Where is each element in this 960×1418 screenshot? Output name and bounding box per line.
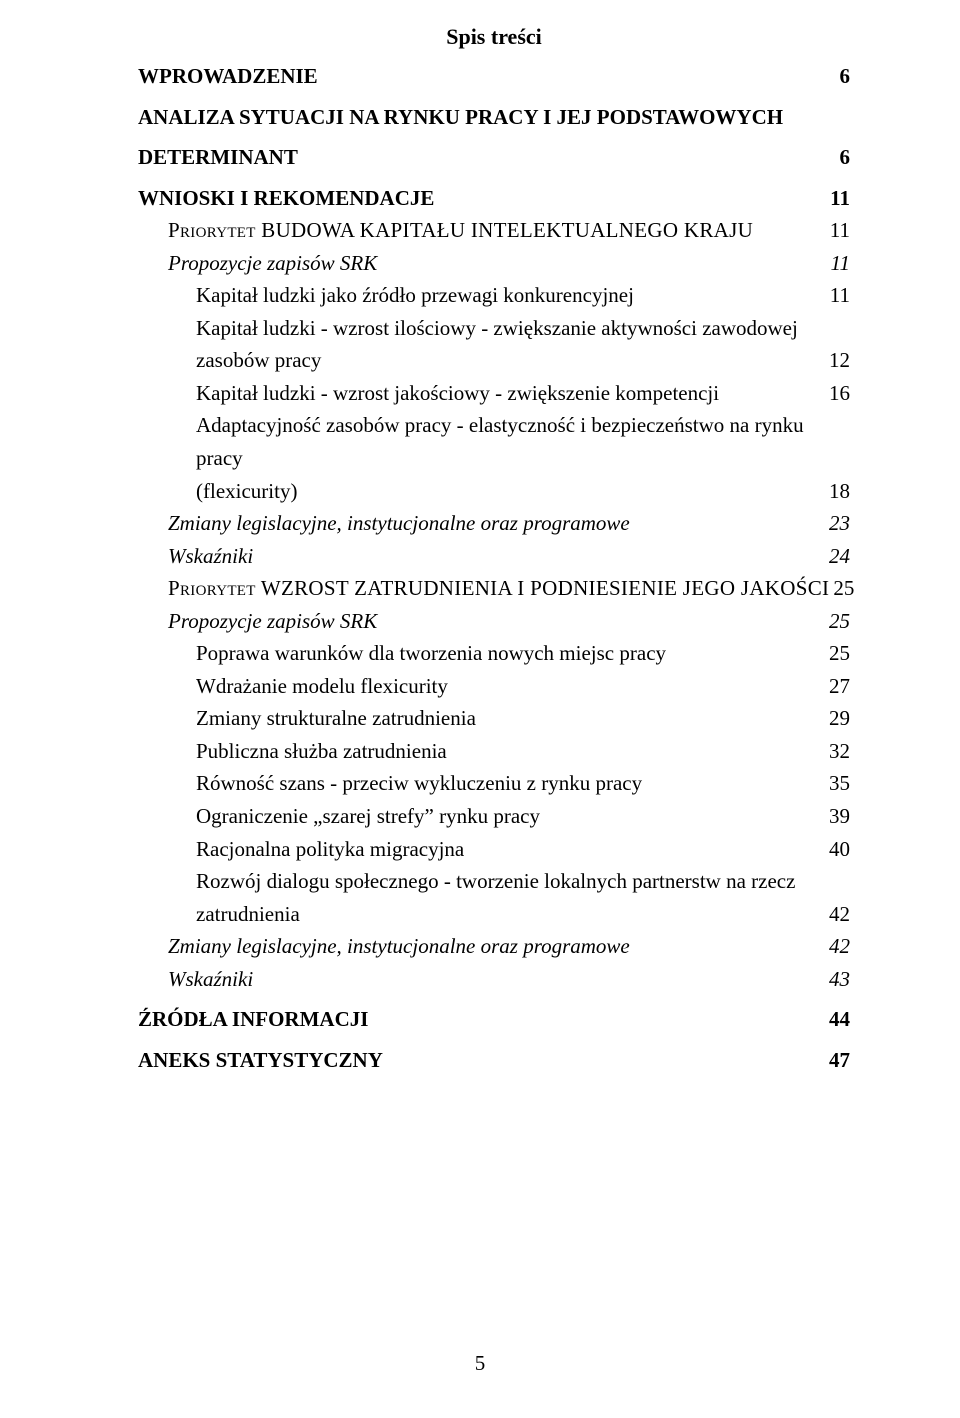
page: Spis treści WPROWADZENIE 6 ANALIZA SYTUACJ… <box>0 0 960 1418</box>
toc-entry-page: 44 <box>829 1003 850 1036</box>
toc-entry: Zmiany legislacyjne, instytucjonalne ora… <box>168 507 850 540</box>
toc-entry-page: 39 <box>829 800 850 833</box>
toc-entry: Zmiany strukturalne zatrudnienia 29 <box>196 702 850 735</box>
toc-entry-page: 11 <box>830 182 850 215</box>
toc-entry: Wdrażanie modelu flexicurity 27 <box>196 670 850 703</box>
toc-title: Spis treści <box>138 24 850 50</box>
toc-entry-text: Zmiany legislacyjne, instytucjonalne ora… <box>168 930 630 963</box>
toc-entry: ŹRÓDŁA INFORMACJI 44 <box>138 1003 850 1036</box>
toc-entry-page: 27 <box>829 670 850 703</box>
toc-entry: WNIOSKI I REKOMENDACJE 11 <box>138 182 850 215</box>
toc-entry-page: 35 <box>829 767 850 800</box>
toc-entry-text: Zmiany strukturalne zatrudnienia <box>196 702 476 735</box>
toc-entry: Propozycje zapisów SRK 11 <box>168 247 850 280</box>
toc-entry-page: 25 <box>833 572 854 605</box>
toc-entry: Kapitał ludzki jako źródło przewagi konk… <box>196 279 850 312</box>
toc-entry-text: Priorytet BUDOWA KAPITAŁU INTELEKTUALNEG… <box>168 214 753 247</box>
toc-entry-text: Kapitał ludzki - wzrost jakościowy - zwi… <box>196 377 719 410</box>
toc-entry-text: WNIOSKI I REKOMENDACJE <box>138 182 434 215</box>
toc-entry-page: 23 <box>829 507 850 540</box>
toc-entry-text: Publiczna służba zatrudnienia <box>196 735 447 768</box>
toc-entry-text: Propozycje zapisów SRK <box>168 605 377 638</box>
toc-entry-text: zasobów pracy <box>196 344 321 377</box>
toc-entry: Priorytet BUDOWA KAPITAŁU INTELEKTUALNEG… <box>168 214 850 247</box>
toc-entry-text: Kapitał ludzki jako źródło przewagi konk… <box>196 279 634 312</box>
toc-entry-text: Wdrażanie modelu flexicurity <box>196 670 448 703</box>
toc-entry-page: 24 <box>829 540 850 573</box>
toc-entry: Ograniczenie „szarej strefy” rynku pracy… <box>196 800 850 833</box>
toc-entry-page: 25 <box>829 605 850 638</box>
toc-entry-page: 16 <box>829 377 850 410</box>
toc-entry: Racjonalna polityka migracyjna 40 <box>196 833 850 866</box>
toc-entry-text: Poprawa warunków dla tworzenia nowych mi… <box>196 637 666 670</box>
toc-entry: Zmiany legislacyjne, instytucjonalne ora… <box>168 930 850 963</box>
toc-entry: Propozycje zapisów SRK 25 <box>168 605 850 638</box>
toc-container: WPROWADZENIE 6 ANALIZA SYTUACJI NA RYNKU P… <box>138 60 850 1076</box>
toc-entry: Równość szans - przeciw wykluczeniu z ry… <box>196 767 850 800</box>
toc-entry: zasobów pracy 12 <box>196 344 850 377</box>
toc-entry-text: Priorytet WZROST ZATRUDNIENIA I PODNIESI… <box>168 572 829 605</box>
toc-entry-text: Równość szans - przeciw wykluczeniu z ry… <box>196 767 642 800</box>
toc-entry-text: (flexicurity) <box>196 475 297 508</box>
toc-entry-page: 47 <box>829 1044 850 1077</box>
toc-entry: (flexicurity) 18 <box>196 475 850 508</box>
toc-entry-line1: Adaptacyjność zasobów pracy - elastyczno… <box>196 409 850 474</box>
toc-entry-page: 6 <box>840 60 851 93</box>
toc-entry-line1: Kapitał ludzki - wzrost ilościowy - zwię… <box>196 312 850 345</box>
toc-entry-page: 32 <box>829 735 850 768</box>
toc-entry-page: 42 <box>829 930 850 963</box>
toc-entry: Priorytet WZROST ZATRUDNIENIA I PODNIESI… <box>168 572 850 605</box>
toc-entry: WPROWADZENIE 6 <box>138 60 850 93</box>
toc-entry-page: 11 <box>830 279 850 312</box>
toc-entry: ANEKS STATYSTYCZNY 47 <box>138 1044 850 1077</box>
toc-entry-text: Propozycje zapisów SRK <box>168 247 377 280</box>
toc-entry-text: DETERMINANT <box>138 141 298 174</box>
toc-entry-line1: Rozwój dialogu społecznego - tworzenie l… <box>196 865 850 898</box>
toc-entry-page: 43 <box>829 963 850 996</box>
toc-entry-text: Ograniczenie „szarej strefy” rynku pracy <box>196 800 540 833</box>
toc-entry-text: zatrudnienia <box>196 898 300 931</box>
toc-entry-text: WPROWADZENIE <box>138 60 318 93</box>
toc-entry-text: Wskaźniki <box>168 540 253 573</box>
toc-entry-text: ŹRÓDŁA INFORMACJI <box>138 1003 368 1036</box>
toc-entry: DETERMINANT 6 <box>138 141 850 174</box>
toc-entry-text: Zmiany legislacyjne, instytucjonalne ora… <box>168 507 630 540</box>
toc-entry-line1: ANALIZA SYTUACJI NA RYNKU PRACY I JEJ PO… <box>138 101 850 134</box>
toc-entry-page: 6 <box>840 141 851 174</box>
toc-entry-page: 11 <box>830 214 850 247</box>
toc-entry: Kapitał ludzki - wzrost jakościowy - zwi… <box>196 377 850 410</box>
toc-entry-text: ANEKS STATYSTYCZNY <box>138 1044 383 1077</box>
toc-entry-page: 11 <box>831 247 850 280</box>
toc-entry: zatrudnienia 42 <box>196 898 850 931</box>
toc-entry-page: 40 <box>829 833 850 866</box>
toc-entry: Wskaźniki 43 <box>168 963 850 996</box>
toc-entry-page: 12 <box>829 344 850 377</box>
toc-entry-page: 29 <box>829 702 850 735</box>
toc-entry: Wskaźniki 24 <box>168 540 850 573</box>
toc-entry-page: 42 <box>829 898 850 931</box>
toc-entry-text: Racjonalna polityka migracyjna <box>196 833 464 866</box>
page-number: 5 <box>0 1351 960 1376</box>
toc-entry-text: Wskaźniki <box>168 963 253 996</box>
toc-entry-page: 18 <box>829 475 850 508</box>
toc-entry: Publiczna służba zatrudnienia 32 <box>196 735 850 768</box>
toc-entry: Poprawa warunków dla tworzenia nowych mi… <box>196 637 850 670</box>
toc-entry-page: 25 <box>829 637 850 670</box>
